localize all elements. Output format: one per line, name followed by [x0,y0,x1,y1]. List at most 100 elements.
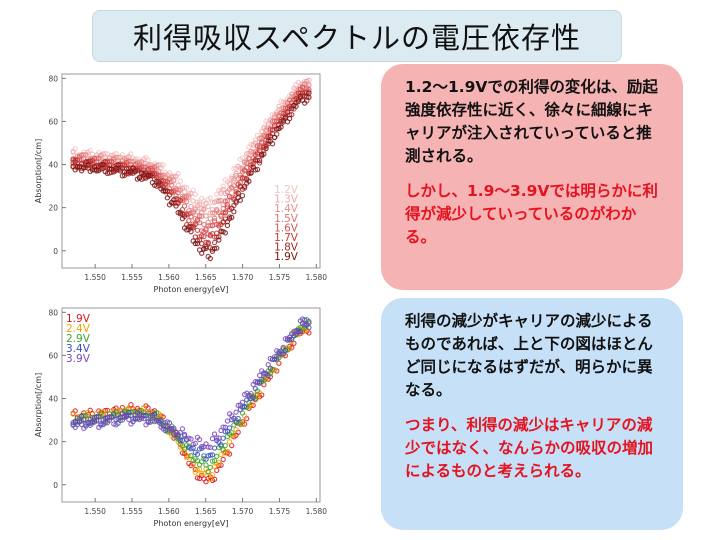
data-point [220,447,226,453]
data-point [254,166,261,173]
data-point [188,452,194,459]
x-tick-label: 1.560 [158,273,180,282]
data-point [188,213,194,220]
data-point [81,165,87,171]
data-point [151,182,158,188]
data-point [205,444,211,450]
data-point [93,167,100,173]
x-tick-label: 1.580 [306,507,328,516]
note-bottom: 利得の減少がキャリアの減少によるものであれば、上と下の図はほとんど同じになるはず… [381,298,683,530]
data-point [188,436,194,442]
legend-entry: 1.9V [66,313,91,325]
data-point [126,153,132,160]
y-tick-label: 20 [48,204,58,213]
data-point [239,399,246,405]
note-top-paragraph-1: 1.2～1.9Vでの利得の変化は、励起強度依存性に近く、徐々に細線にキャリアが注… [405,78,658,165]
data-point [203,227,209,233]
data-point [265,121,271,128]
data-point [119,173,126,179]
data-point [201,246,207,252]
data-point [233,186,239,192]
data-point [211,215,218,221]
data-point [201,233,207,240]
data-point [207,195,213,201]
data-point [179,426,186,432]
legend-entry: 1.9V [274,251,299,263]
data-point [72,159,78,165]
data-point [199,213,205,219]
data-point [233,170,239,176]
data-point [171,425,177,431]
data-point [149,414,156,420]
data-point [115,162,121,168]
data-point [106,166,113,172]
series-1.9V [70,90,312,262]
data-point [214,467,220,473]
data-point [248,170,254,176]
data-point [132,169,138,175]
data-point [106,414,113,421]
data-point [216,459,222,466]
data-point [259,376,265,383]
data-point [299,84,306,90]
data-point [177,430,183,436]
data-point [263,371,269,377]
x-tick-label: 1.550 [84,273,106,282]
x-tick-label: 1.570 [232,507,254,516]
data-point [70,149,76,155]
data-point [194,240,201,247]
data-point [190,198,196,204]
data-point [271,134,278,140]
data-point [151,170,158,177]
data-point [128,409,134,415]
legend-entry: 1.2V [274,184,299,196]
data-point [181,203,188,209]
y-tick-label: 60 [48,351,58,360]
data-point [207,222,213,229]
data-point [231,209,237,215]
data-point [203,462,209,468]
data-point [265,361,271,368]
data-point [261,151,267,157]
data-point [93,418,100,424]
legend-entry: 1.7V [274,232,299,244]
data-point [98,162,104,168]
data-point [207,444,213,451]
data-point [306,318,312,325]
legend-entry: 1.8V [274,242,299,254]
data-point [265,138,271,144]
x-tick-label: 1.575 [269,273,291,282]
data-point [252,379,258,385]
y-tick-label: 20 [48,438,58,447]
data-point [214,245,220,251]
data-point [192,240,198,247]
x-axis-label: Photon energy[eV] [154,519,229,528]
data-point [177,178,183,184]
series-3.9V [70,316,312,451]
data-point [209,210,216,216]
data-point [302,321,308,328]
data-point [181,448,188,455]
data-point [160,188,166,194]
data-point [171,178,177,184]
data-point [229,214,235,221]
y-tick-label: 60 [48,117,58,126]
data-point [248,390,254,397]
slide-title-text: 利得吸収スペクトルの電圧依存性 [133,21,581,55]
data-point [162,188,168,194]
data-point [89,420,96,426]
data-point [218,442,224,448]
data-point [207,255,213,262]
legend-entry: 1.6V [274,222,299,234]
x-tick-label: 1.580 [306,273,328,282]
data-point [209,458,216,464]
note-top-paragraph-2: しかし、1.9～3.9Vでは明らかに利得が減少していっているのがわかる。 [405,182,658,246]
data-point [164,195,171,201]
data-point [181,189,188,195]
data-point [226,214,233,220]
data-point [156,179,162,185]
data-point [104,170,111,177]
data-point [271,367,278,373]
data-point [194,451,201,457]
data-point [233,200,239,206]
